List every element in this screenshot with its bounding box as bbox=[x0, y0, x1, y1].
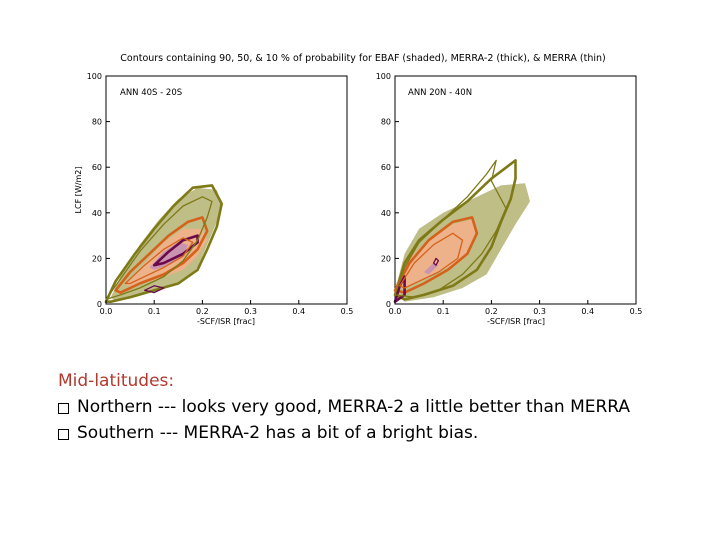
y-tick-label: 40 bbox=[92, 209, 102, 218]
y-tick-label: 100 bbox=[87, 72, 102, 81]
checkbox-bullet-icon bbox=[58, 402, 69, 414]
contour-merra-10pct bbox=[394, 159, 507, 298]
contour-merra-50pct bbox=[399, 232, 464, 289]
y-tick-label: 80 bbox=[92, 118, 102, 127]
panel-northern-midlatitudes: 0.0 0.1 0.2 0.3 0.4 0.5 0 20 40 60 80 100 ANN 20N -… bbox=[376, 72, 643, 326]
panel-label: ANN 20N - 40N bbox=[408, 88, 472, 98]
x-tick-label: 0.4 bbox=[292, 307, 305, 316]
y-tick-label: 100 bbox=[376, 72, 391, 81]
contour-merra2-10pct bbox=[104, 184, 223, 304]
x-tick-label: 0.1 bbox=[437, 307, 450, 316]
caption-bullet-text: Southern --- MERRA-2 has a bit of a brig… bbox=[77, 423, 479, 443]
x-tick-label: 0.0 bbox=[100, 307, 113, 316]
contour-ebaf-90pct bbox=[423, 263, 439, 275]
contour-merra2-90pct bbox=[393, 275, 406, 304]
x-tick-label: 0.1 bbox=[148, 307, 161, 316]
panel-label: ANN 40S - 20S bbox=[120, 88, 182, 98]
figure-title: Contours containing 90, 50, & 10 % of pr… bbox=[120, 53, 605, 64]
contour-merra2-50pct bbox=[114, 216, 209, 294]
x-tick-label: 0.5 bbox=[630, 307, 643, 316]
caption-bullet: Northern --- looks very good, MERRA-2 a … bbox=[58, 394, 708, 420]
caption: Mid-latitudes: Northern --- looks very g… bbox=[58, 368, 708, 446]
y-tick-label: 60 bbox=[92, 163, 102, 172]
tick-layer: 0.0 0.1 0.2 0.3 0.4 0.5 0 20 40 60 80 100 bbox=[87, 72, 354, 316]
y-tick-label: 40 bbox=[381, 209, 391, 218]
contour-merra-50pct bbox=[124, 237, 194, 285]
x-tick-label: 0.3 bbox=[244, 307, 257, 316]
contour-layer bbox=[393, 159, 530, 304]
x-axis-label: -SCF/ISR [frac] bbox=[197, 317, 255, 326]
caption-heading: Mid-latitudes: bbox=[58, 371, 175, 391]
y-tick-label: 60 bbox=[381, 163, 391, 172]
x-axis-label: -SCF/ISR [frac] bbox=[487, 317, 545, 326]
contour-merra-90pct bbox=[143, 285, 165, 294]
contour-merra-90pct bbox=[432, 257, 440, 266]
contour-figure: Contours containing 90, 50, & 10 % of pr… bbox=[74, 53, 643, 326]
caption-bullet-text: Northern --- looks very good, MERRA-2 a … bbox=[77, 397, 631, 417]
y-tick-label: 20 bbox=[92, 254, 102, 263]
x-tick-label: 0.5 bbox=[341, 307, 354, 316]
x-tick-label: 0.2 bbox=[196, 307, 209, 316]
checkbox-bullet-icon bbox=[58, 428, 69, 440]
contour-merra-10pct bbox=[105, 196, 213, 301]
panel-southern-midlatitudes: 0.0 0.1 0.2 0.3 0.4 0.5 0 20 40 60 80 100 ANN 40S -… bbox=[74, 72, 353, 326]
y-tick-label: 20 bbox=[381, 254, 391, 263]
contour-merra2-50pct bbox=[393, 216, 479, 294]
contour-layer bbox=[104, 184, 223, 304]
x-tick-label: 0.4 bbox=[581, 307, 594, 316]
y-tick-label: 0 bbox=[97, 300, 102, 309]
y-axis-label: LCF [W/m2] bbox=[74, 167, 83, 214]
contour-ebaf-50pct bbox=[395, 219, 477, 288]
caption-bullet: Southern --- MERRA-2 has a bit of a brig… bbox=[58, 420, 708, 446]
y-tick-label: 80 bbox=[381, 118, 391, 127]
x-tick-label: 0.3 bbox=[533, 307, 546, 316]
x-tick-label: 0.0 bbox=[389, 307, 402, 316]
x-tick-label: 0.2 bbox=[485, 307, 498, 316]
tick-layer: 0.0 0.1 0.2 0.3 0.4 0.5 0 20 40 60 80 100 bbox=[376, 72, 643, 316]
y-tick-label: 0 bbox=[386, 300, 391, 309]
